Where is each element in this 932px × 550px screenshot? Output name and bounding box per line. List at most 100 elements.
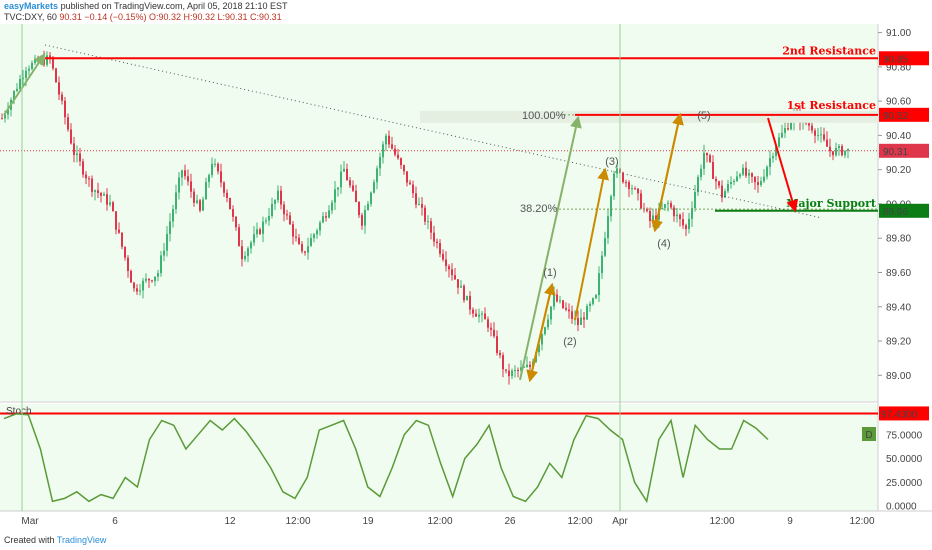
candle-up <box>4 114 6 119</box>
price-axis-tick-label: 90.80 <box>886 62 911 73</box>
candle-up <box>271 203 273 217</box>
candle-down <box>127 257 129 271</box>
time-axis-tick-label: 12 <box>224 516 236 527</box>
stoch-axis-tick-label: 0.0000 <box>886 502 917 513</box>
time-axis-tick-label: Apr <box>612 516 628 527</box>
wave-label: (3) <box>605 156 618 168</box>
candle-up <box>208 175 210 183</box>
wave-5-down-arrow <box>651 114 681 233</box>
wave-label: (1) <box>543 267 556 279</box>
time-axis-tick-label: 19 <box>362 516 374 527</box>
candle-down <box>220 171 222 183</box>
candle-up <box>784 128 786 133</box>
first-resistance-price-box <box>879 107 929 122</box>
candle-down <box>352 185 354 191</box>
candle-up <box>580 317 582 325</box>
candle-down <box>568 309 570 312</box>
candle-down <box>499 352 501 356</box>
candle-up <box>109 202 111 205</box>
candle-down <box>52 57 54 69</box>
candle-up <box>142 280 144 291</box>
stoch-badge-box <box>862 427 876 441</box>
candle-up <box>160 255 162 274</box>
candle-up <box>523 366 525 368</box>
candle-up <box>460 285 462 288</box>
candle-down <box>82 161 84 175</box>
candle-down <box>199 200 201 211</box>
candle-down <box>655 215 657 220</box>
candle-down <box>640 193 642 209</box>
candle-up <box>13 90 15 100</box>
candle-up <box>775 146 777 157</box>
candle-down <box>64 100 66 118</box>
publisher-brand: easyMarkets <box>4 1 59 11</box>
candle-up <box>511 370 513 377</box>
candle-up <box>277 190 279 201</box>
stoch-badge-label: D <box>865 430 872 441</box>
candle-down <box>148 278 150 281</box>
wave-3-arrow <box>574 167 610 321</box>
candle-up <box>253 234 255 243</box>
candle-down <box>430 221 432 233</box>
candle-up <box>250 242 252 249</box>
wave-1-back-arrow <box>526 284 553 383</box>
candle-down <box>562 300 564 308</box>
candle-down <box>577 318 579 325</box>
candle-up <box>19 79 21 89</box>
candle-down <box>361 215 363 226</box>
time-axis-tick-label: Mar <box>21 516 39 527</box>
candle-down <box>406 171 408 183</box>
candle-down <box>445 259 447 267</box>
candle-up <box>262 221 264 234</box>
candle-down <box>226 192 228 198</box>
candle-up <box>664 204 666 208</box>
candle-up <box>322 216 324 223</box>
candle-up <box>739 174 741 177</box>
candle-down <box>517 369 519 371</box>
footer: Created with TradingView <box>4 535 106 545</box>
candle-down <box>808 123 810 126</box>
last-price-box <box>879 143 929 158</box>
candle-up <box>169 221 171 234</box>
candle-down <box>475 313 477 317</box>
candle-down <box>130 270 132 283</box>
stoch-axis-tick-label: 75.0000 <box>886 430 923 441</box>
candle-up <box>172 209 174 222</box>
candle-up <box>76 153 78 155</box>
candle-up <box>202 199 204 211</box>
candle-up <box>547 319 549 328</box>
candle-down <box>412 184 414 194</box>
candle-up <box>307 246 309 253</box>
candle-down <box>826 139 828 147</box>
candle-down <box>472 309 474 314</box>
candle-down <box>448 266 450 270</box>
candle-up <box>247 248 249 256</box>
candle-up <box>592 298 594 304</box>
candle-down <box>484 313 486 320</box>
candle-down <box>718 181 720 186</box>
candle-up <box>94 190 96 192</box>
candle-down <box>490 327 492 330</box>
candle-down <box>391 144 393 149</box>
tradingview-logo-text[interactable]: TradingView <box>56 535 107 545</box>
candle-down <box>415 193 417 205</box>
candle-up <box>835 148 837 156</box>
candle-up <box>541 334 543 345</box>
candle-up <box>481 313 483 315</box>
candle-down <box>673 207 675 217</box>
candle-down <box>583 317 585 320</box>
candle-down <box>628 182 630 190</box>
candle-down <box>706 152 708 156</box>
candle-up <box>838 146 840 149</box>
candle-up <box>178 177 180 193</box>
candle-up <box>730 182 732 185</box>
candle-up <box>139 290 141 292</box>
price-axis-tick-label: 90.60 <box>886 97 911 108</box>
candle-up <box>736 176 738 181</box>
price-axis-tick-label: 90.40 <box>886 131 911 142</box>
candle-down <box>751 173 753 177</box>
candle-up <box>604 238 606 256</box>
candle-down <box>463 285 465 301</box>
candle-down <box>442 253 444 260</box>
